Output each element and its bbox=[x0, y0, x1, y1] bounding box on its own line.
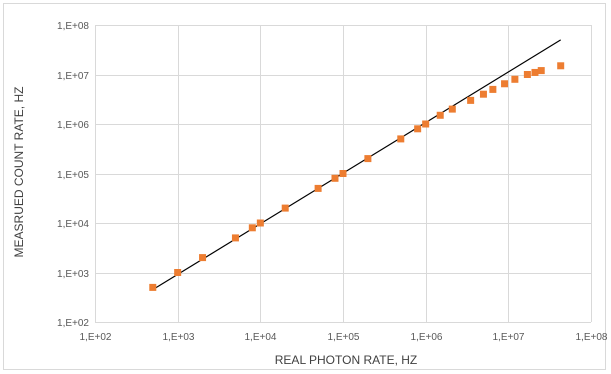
y-tick-label: 1,E+06 bbox=[57, 120, 89, 131]
data-point bbox=[256, 219, 264, 227]
x-tick-label: 1,E+07 bbox=[493, 332, 525, 343]
reference-line-layer bbox=[152, 39, 562, 291]
data-point bbox=[467, 96, 475, 104]
data-point bbox=[489, 85, 497, 93]
data-point bbox=[448, 105, 456, 113]
y-tick-label: 1,E+04 bbox=[57, 219, 89, 230]
data-point bbox=[331, 174, 339, 182]
x-axis-title: REAL PHOTON RATE, HZ bbox=[275, 353, 417, 367]
data-point bbox=[231, 234, 239, 242]
x-tick-label: 1,E+04 bbox=[245, 332, 277, 343]
data-points bbox=[149, 62, 565, 291]
y-tick-label: 1,E+08 bbox=[57, 21, 89, 32]
data-point bbox=[523, 71, 531, 78]
data-point bbox=[199, 254, 207, 262]
data-point bbox=[436, 111, 444, 119]
x-tick-label: 1,E+08 bbox=[576, 332, 608, 343]
x-tick-label: 1,E+02 bbox=[80, 332, 112, 343]
data-point bbox=[364, 155, 372, 163]
tick-labels: 1,E+02 1,E+03 1,E+04 1,E+05 1,E+06 1,E+07 1,E+… bbox=[57, 21, 608, 343]
data-point bbox=[531, 68, 539, 76]
y-axis-title: MEASRUED COUNT RATE, HZ bbox=[12, 87, 26, 258]
reference-line bbox=[152, 39, 562, 291]
data-point bbox=[557, 62, 565, 70]
data-point bbox=[149, 283, 157, 291]
data-point bbox=[397, 135, 405, 143]
data-point bbox=[501, 80, 509, 88]
x-tick-label: 1,E+03 bbox=[163, 332, 195, 343]
data-point bbox=[281, 204, 289, 212]
data-point bbox=[511, 75, 519, 83]
data-point bbox=[422, 120, 430, 128]
data-point bbox=[339, 170, 347, 177]
data-point bbox=[248, 224, 256, 232]
data-point bbox=[174, 269, 182, 276]
data-point bbox=[537, 67, 545, 75]
chart-frame bbox=[3, 3, 606, 370]
y-tick-label: 1,E+02 bbox=[57, 318, 89, 329]
x-tick-label: 1,E+06 bbox=[411, 332, 443, 343]
data-point bbox=[479, 90, 487, 98]
y-tick-label: 1,E+07 bbox=[57, 71, 89, 82]
y-tick-label: 1,E+03 bbox=[57, 269, 89, 280]
data-point bbox=[314, 184, 322, 192]
x-tick-label: 1,E+05 bbox=[328, 332, 360, 343]
y-tick-label: 1,E+05 bbox=[57, 170, 89, 181]
data-point bbox=[414, 125, 422, 133]
